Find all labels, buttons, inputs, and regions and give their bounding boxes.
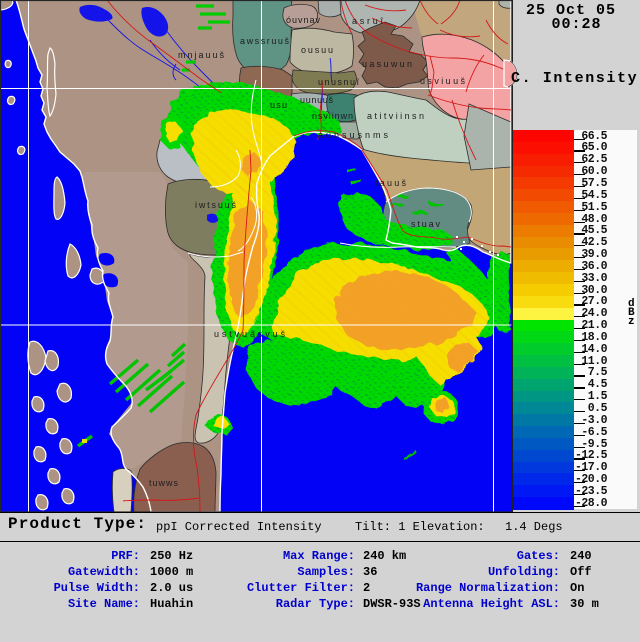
- svg-text:usviuuš: usviuuš: [420, 76, 466, 86]
- svg-text:atitviinsn: atitviinsn: [367, 111, 424, 121]
- svg-text:usu: usu: [270, 100, 287, 110]
- svg-text:ousuu: ousuu: [301, 45, 333, 55]
- svg-text:tauuš: tauuš: [375, 178, 407, 188]
- svg-text:nsviinwn: nsviinwn: [312, 111, 353, 121]
- svg-text:ustvuâsvuš: ustvuâsvuš: [214, 329, 286, 339]
- svg-text:tuwws: tuwws: [149, 478, 179, 488]
- svg-text:óuvnav: óuvnav: [286, 15, 321, 25]
- svg-text:stuav: stuav: [411, 219, 441, 229]
- svg-text:uasuwun: uasuwun: [362, 59, 412, 69]
- svg-text:awssruuš: awssruuš: [240, 36, 290, 46]
- svg-text:aunsusnms: aunsusnms: [318, 130, 389, 140]
- svg-text:iwtsuuš: iwtsuuš: [195, 200, 237, 210]
- svg-text:mnjauuš: mnjauuš: [178, 50, 225, 60]
- svg-text:unusnuî: unusnuî: [318, 77, 359, 87]
- svg-text:uunuuš: uunuuš: [300, 95, 334, 105]
- svg-text:asruî: asruî: [352, 16, 383, 26]
